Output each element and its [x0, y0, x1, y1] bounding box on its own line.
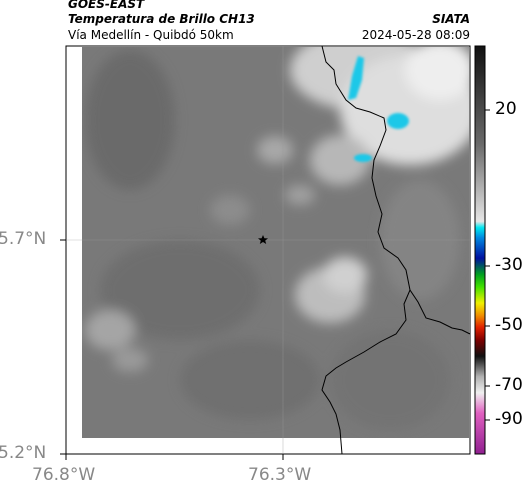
colorbar-label: -90	[495, 409, 523, 429]
lat-tick-label: 5.7°N	[0, 229, 47, 249]
colorbar-label: -70	[495, 375, 523, 395]
admin-boundaries	[321, 45, 471, 455]
colorbar	[474, 45, 486, 455]
lon-tick-label: 76.3°W	[248, 465, 312, 485]
agency-label: SIATA	[432, 12, 470, 26]
location-label: Vía Medellín - Quibdó 50km	[68, 28, 234, 42]
colorbar-ticks	[485, 109, 490, 421]
satellite-title: GOES-EAST	[68, 0, 145, 11]
product-title: Temperatura de Brillo CH13	[68, 12, 255, 26]
colorbar-label: -30	[495, 255, 523, 275]
colorbar-label: -50	[495, 315, 523, 335]
lon-tick-label: 76.8°W	[32, 465, 96, 485]
lat-tick-label: 5.2°N	[0, 443, 47, 463]
timestamp-label: 2024-05-28 08:09	[361, 28, 470, 42]
satellite-imagery	[82, 47, 469, 438]
colorbar-label: 20	[495, 99, 517, 119]
star-marker-icon	[258, 235, 268, 244]
